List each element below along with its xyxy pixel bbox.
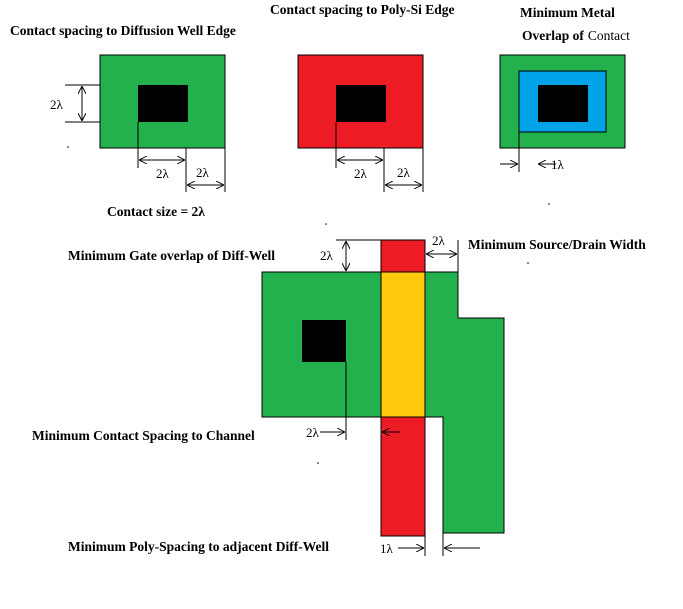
label-poly-spacing: Minimum Poly-Spacing to adjacent Diff-We… <box>68 539 329 554</box>
dim-1l-metal: 1λ <box>551 157 565 172</box>
stray-dot <box>527 262 529 264</box>
drain-diffusion <box>424 271 505 534</box>
diffusion-contact-panel: 2λ 2λ 2λ <box>50 54 226 192</box>
label-metal-overlap-normal: Contact <box>588 28 630 43</box>
label-source-drain-width: Minimum Source/Drain Width <box>468 237 646 252</box>
contact-square <box>138 85 188 122</box>
dim-2l-c: 2λ <box>354 166 368 181</box>
dim-2l-vertical: 2λ <box>50 97 64 112</box>
gate-channel <box>380 271 426 418</box>
dim-2l-channel: 2λ <box>306 425 320 440</box>
contact-square <box>538 85 588 122</box>
stray-dot <box>548 203 550 205</box>
dim-2l-sd: 2λ <box>432 233 446 248</box>
transistor-layout: 2λ 2λ 2λ 1λ <box>261 233 505 556</box>
dim-2l-b: 2λ <box>196 165 210 180</box>
label-contact-diffusion: Contact spacing to Diffusion Well Edge <box>10 23 236 38</box>
stray-dot <box>325 223 327 225</box>
label-contact-poly: Contact spacing to Poly-Si Edge <box>270 2 455 17</box>
dim-2l-a: 2λ <box>156 166 170 181</box>
label-contact-size: Contact size = 2λ <box>107 204 205 219</box>
label-metal-overlap-bold: Overlap of <box>522 28 584 43</box>
label-metal-overlap-line1: Minimum Metal <box>520 5 615 20</box>
stray-dot <box>67 146 69 148</box>
contact-square <box>336 85 386 122</box>
label-metal-overlap-line2: Overlap of Contact <box>522 28 630 43</box>
metal-overlap-panel: 1λ <box>499 54 626 172</box>
dim-2l-d: 2λ <box>397 165 411 180</box>
label-contact-channel: Minimum Contact Spacing to Channel <box>32 428 255 443</box>
dim-2l-gate: 2λ <box>320 248 334 263</box>
poly-gate-extension-bottom <box>380 416 426 537</box>
stray-dot <box>317 462 319 464</box>
dim-1l-poly: 1λ <box>380 541 394 556</box>
poly-contact-panel: 2λ 2λ <box>297 54 424 192</box>
label-gate-overlap: Minimum Gate overlap of Diff-Well <box>68 248 275 263</box>
contact-square <box>302 320 346 362</box>
poly-gate-extension-top <box>380 239 426 273</box>
